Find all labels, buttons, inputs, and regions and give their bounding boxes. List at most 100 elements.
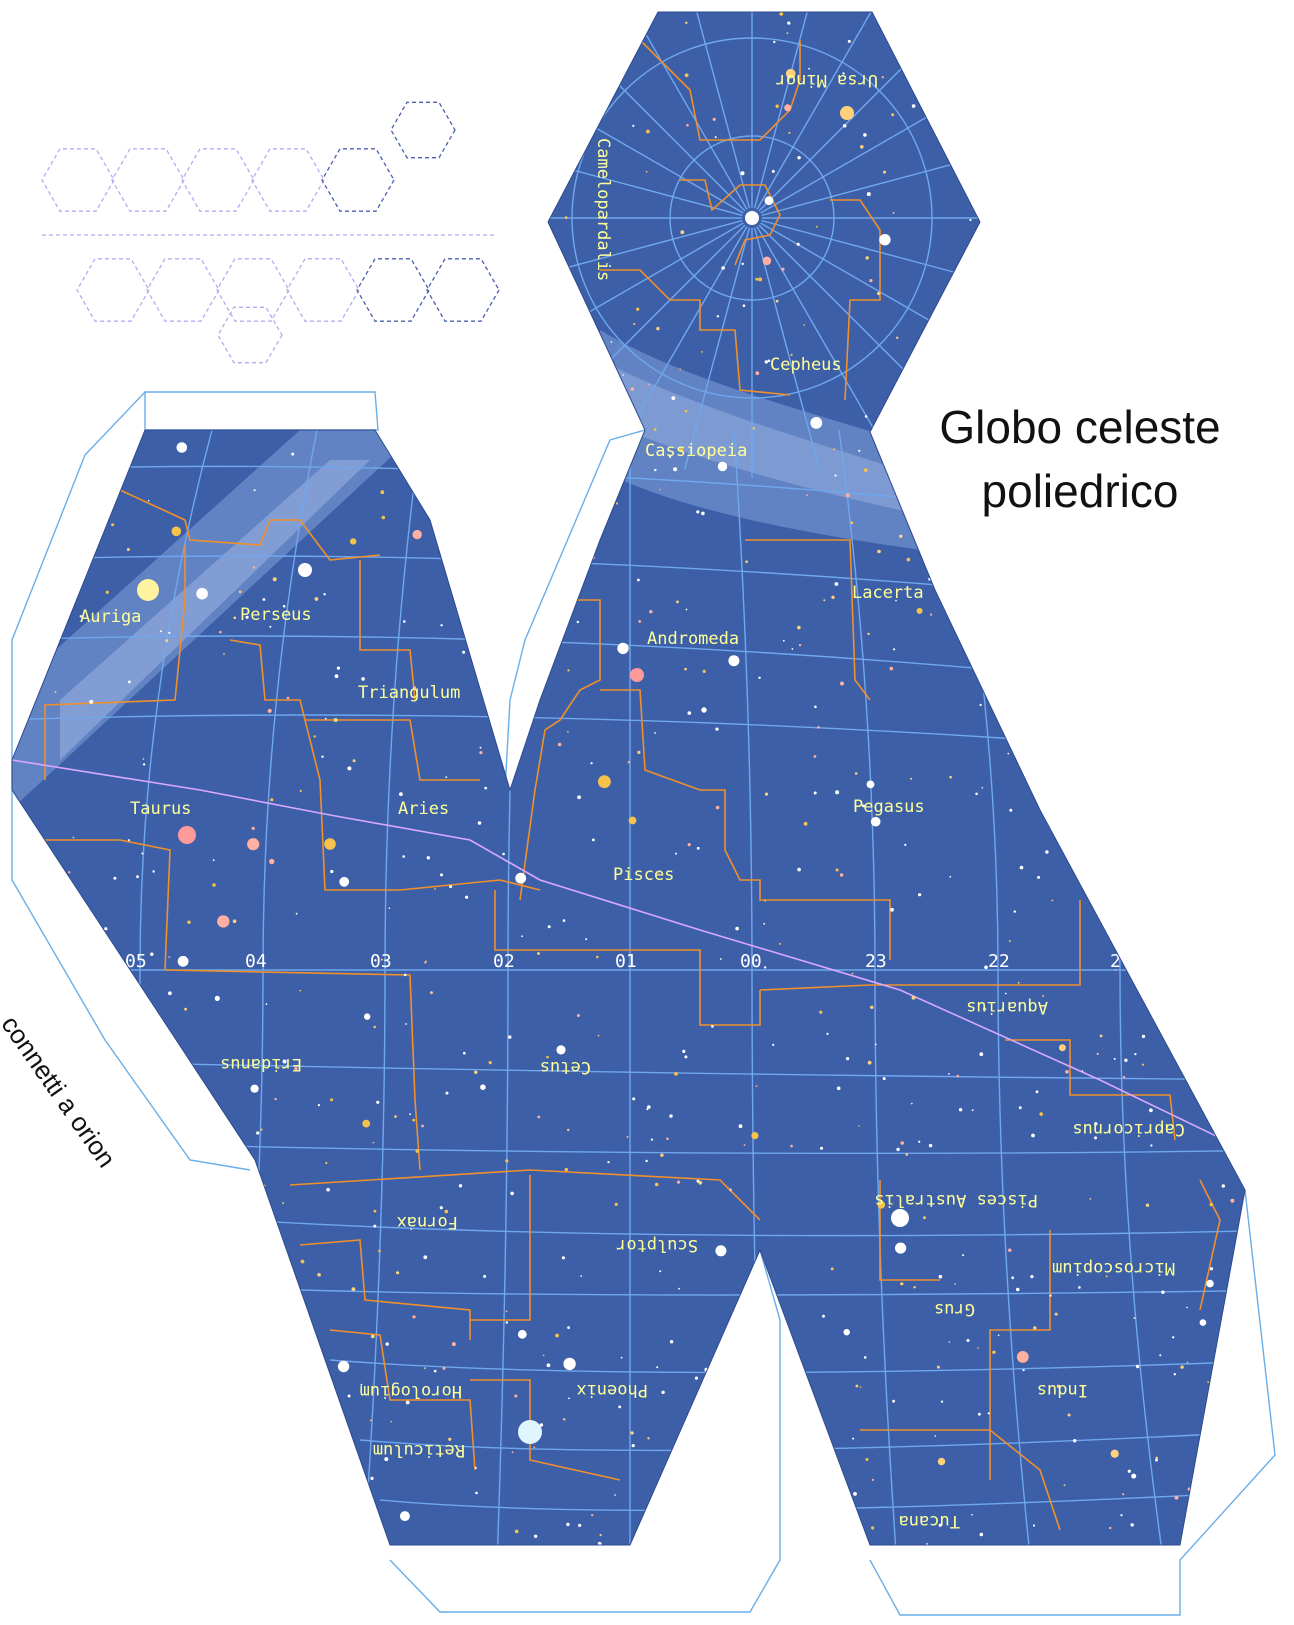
star <box>1235 1161 1238 1165</box>
star <box>262 598 266 601</box>
star <box>1020 214 1023 218</box>
star <box>73 1417 78 1421</box>
star <box>290 204 294 208</box>
star <box>1209 1202 1214 1207</box>
star <box>561 1256 566 1260</box>
star <box>867 632 870 636</box>
star <box>212 859 215 862</box>
star <box>336 26 339 28</box>
star <box>1106 736 1110 740</box>
star <box>715 805 720 810</box>
star <box>815 5 817 7</box>
star <box>799 1396 803 1399</box>
star <box>687 711 692 715</box>
star <box>561 391 566 396</box>
star <box>1269 399 1271 401</box>
mini-net-face <box>356 258 430 322</box>
star <box>93 1397 98 1402</box>
star <box>895 599 897 602</box>
star <box>229 137 234 142</box>
star <box>12 963 16 967</box>
star <box>479 746 482 749</box>
star <box>452 177 455 180</box>
star <box>421 388 424 391</box>
star <box>958 1108 963 1112</box>
star <box>682 1049 686 1053</box>
star <box>126 548 130 551</box>
star <box>90 386 93 388</box>
star <box>31 518 36 523</box>
star <box>1269 1355 1271 1357</box>
star <box>738 1530 742 1534</box>
star <box>323 593 326 596</box>
star <box>1273 9 1275 11</box>
star <box>492 589 495 592</box>
star <box>568 1397 570 1400</box>
star <box>352 759 356 763</box>
star <box>858 449 861 452</box>
bright-star <box>518 1420 542 1444</box>
star <box>1265 856 1267 858</box>
star <box>387 364 390 367</box>
star <box>508 12 511 15</box>
star <box>871 1526 875 1530</box>
star <box>350 538 357 545</box>
star <box>659 1270 662 1273</box>
star <box>351 1287 356 1291</box>
star <box>589 1588 591 1590</box>
star <box>366 1569 378 1581</box>
star <box>3 1054 5 1056</box>
star <box>159 630 162 633</box>
polar-ray <box>756 12 883 210</box>
star <box>546 1055 549 1059</box>
star <box>568 1565 570 1567</box>
star <box>694 1376 699 1380</box>
star <box>1012 659 1016 662</box>
star <box>1265 137 1268 140</box>
star <box>238 590 242 594</box>
star <box>5 871 8 874</box>
star <box>145 1419 148 1422</box>
star <box>56 1460 60 1464</box>
star <box>1004 199 1009 203</box>
star <box>458 1184 463 1188</box>
star <box>508 1035 512 1039</box>
star <box>656 326 660 331</box>
star <box>373 1025 376 1029</box>
star <box>762 256 772 266</box>
star <box>223 1124 228 1129</box>
star <box>479 434 493 448</box>
star <box>989 365 991 368</box>
star <box>334 199 339 204</box>
star <box>317 1104 320 1107</box>
star <box>77 1048 81 1051</box>
star <box>473 64 477 69</box>
star <box>1124 1058 1128 1063</box>
star <box>867 1060 872 1065</box>
star <box>1207 1381 1210 1384</box>
star <box>1290 1240 1292 1242</box>
constellation-label: Cetus <box>540 1057 591 1077</box>
star <box>511 1451 514 1454</box>
star <box>899 534 903 538</box>
star <box>826 1032 829 1035</box>
star <box>476 669 479 672</box>
star <box>607 1559 610 1562</box>
star <box>1014 310 1018 314</box>
constellation-label: Andromeda <box>647 629 739 649</box>
star <box>949 875 952 878</box>
star <box>632 1097 636 1101</box>
star <box>775 104 779 108</box>
star <box>154 1497 159 1502</box>
star <box>314 597 319 601</box>
star <box>1206 1279 1214 1288</box>
star <box>502 852 505 856</box>
star <box>1098 738 1102 742</box>
star <box>1059 279 1062 282</box>
star <box>1009 570 1017 578</box>
star <box>1217 866 1222 870</box>
star <box>1049 1603 1053 1607</box>
star <box>563 164 566 168</box>
milky-way-band-left <box>12 430 420 820</box>
star <box>1279 150 1283 154</box>
